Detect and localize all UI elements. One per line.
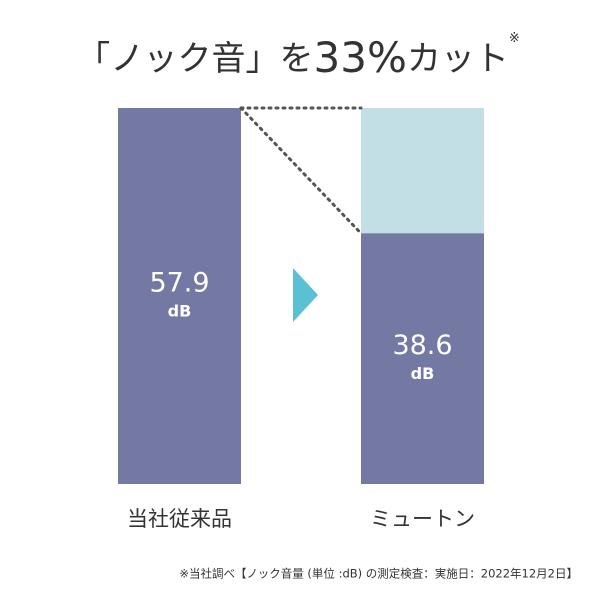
connector — [239, 106, 363, 235]
bar — [361, 233, 484, 484]
bar — [118, 108, 241, 484]
title-note-mark: ※ — [509, 31, 520, 46]
title-part: 33% — [314, 33, 407, 82]
title-part: 「ノック音」を — [76, 39, 313, 79]
arrow — [293, 268, 318, 322]
title-part: カット — [407, 39, 509, 79]
unit-label: dB — [168, 302, 192, 321]
value-label: 57.9 — [149, 268, 209, 299]
chart-title: 「ノック音」を33%カット※ — [76, 31, 520, 82]
unit-label: dB — [411, 364, 435, 383]
value-label: 38.6 — [392, 330, 452, 361]
category-label: 当社従来品 — [127, 507, 232, 531]
footnote: ※当社調べ【ノック音量 (単位 :dB) の測定検査：実施日：2022年12月2… — [179, 567, 578, 581]
category-label: ミュートン — [370, 507, 475, 531]
